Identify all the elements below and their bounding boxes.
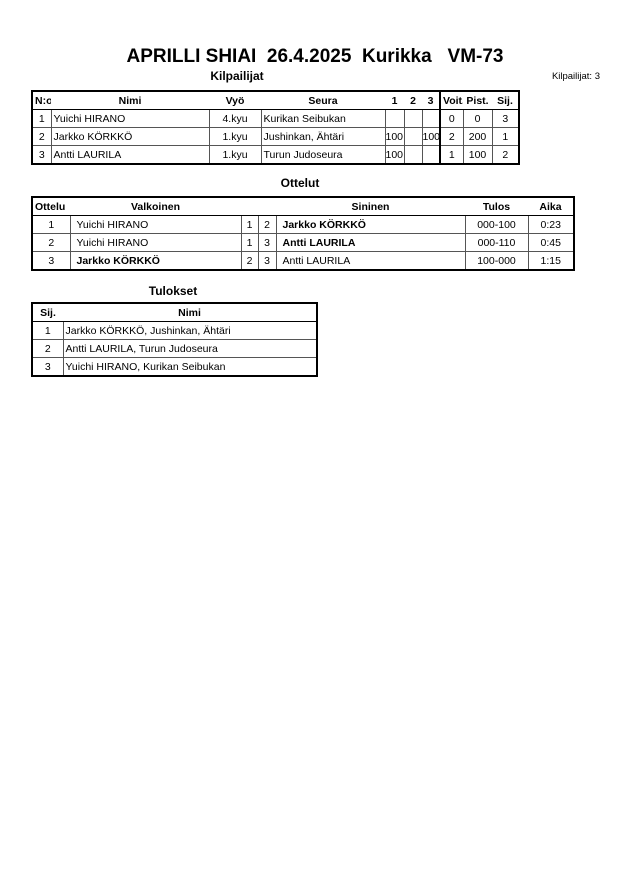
table-cell (384, 109, 405, 128)
match-result: 100-000 (464, 251, 529, 271)
table-cell: Antti LAURILA, Turun Judoseura (62, 339, 318, 358)
match-time: 1:15 (527, 251, 575, 271)
table-cell: 1.kyu (208, 145, 262, 165)
column-header: Sij. (492, 91, 519, 110)
table-cell: 3 (491, 109, 520, 128)
table-cell (403, 145, 423, 165)
column-header: Nimi (63, 303, 317, 322)
competitor-count: Kilpailijat: 3 (551, 71, 600, 82)
match-white: Yuichi HIRANO (69, 215, 242, 234)
table-cell: 3 (31, 145, 52, 165)
table-cell: 1.kyu (208, 127, 262, 146)
column-header: 3 (422, 91, 440, 110)
match-result: 000-100 (464, 215, 529, 234)
table-cell: 1 (31, 321, 64, 340)
match-no: 2 (31, 233, 71, 252)
table-cell: 100 (421, 127, 441, 146)
table-cell: 100 (462, 145, 493, 165)
table-cell (421, 109, 441, 128)
column-header: Seura (261, 91, 385, 110)
table-cell: 2 (31, 339, 64, 358)
table-cell: 3 (31, 357, 64, 377)
table-row: 2 Jarkko KÖRKKÖ 1.kyu Jushinkan, Ähtäri 100 1… (31, 127, 520, 146)
column-header: Aika (528, 197, 574, 216)
table-row: 2 Yuichi HIRANO 1 3 Antti LAURILA 000-110 0:45 (31, 233, 575, 252)
match-time: 0:45 (527, 233, 575, 252)
table-cell: 2 (491, 145, 520, 165)
results-title: Tulokset (148, 284, 198, 298)
table-cell: 100 (384, 127, 405, 146)
table-cell: 100 (384, 145, 405, 165)
column-header: Tulos (465, 197, 528, 216)
match-white-no: 2 (240, 251, 259, 271)
match-blue: Antti LAURILA (275, 251, 466, 271)
results-table: Sij. Nimi 1 Jarkko KÖRKKÖ, Jushinkan, Ähtär… (31, 302, 318, 377)
table-cell: Jarkko KÖRKKÖ (50, 127, 210, 146)
column-header: Vyö (209, 91, 261, 110)
table-cell: Jarkko KÖRKKÖ, Jushinkan, Ähtäri (62, 321, 318, 340)
table-row: 3 Antti LAURILA 1.kyu Turun Judoseura 100 1 10… (31, 145, 520, 165)
competitors-table: N:o Nimi Vyö Seura 1 2 3 Voit. Pist. Sij. 1 Yuichi … (31, 90, 520, 165)
table-cell: 1 (439, 145, 464, 165)
table-row: 3 Yuichi HIRANO, Kurikan Seibukan (31, 357, 318, 377)
column-header: Ottelu (32, 197, 70, 216)
table-row: 3 Jarkko KÖRKKÖ 2 3 Antti LAURILA 100-000 1:15 (31, 251, 575, 271)
matches-title: Ottelut (280, 176, 320, 190)
match-white: Yuichi HIRANO (69, 233, 242, 252)
table-cell (421, 145, 441, 165)
table-cell: Jushinkan, Ähtäri (260, 127, 386, 146)
match-blue: Jarkko KÖRKKÖ (275, 215, 466, 234)
matches-table: Ottelu Valkoinen Sininen Tulos Aika 1 Yuichi H… (31, 196, 575, 271)
match-white: Jarkko KÖRKKÖ (69, 251, 242, 271)
table-cell: Yuichi HIRANO, Kurikan Seibukan (62, 357, 318, 377)
match-white-no: 1 (240, 215, 259, 234)
match-result: 000-110 (464, 233, 529, 252)
table-cell: 1 (31, 109, 52, 128)
table-cell (403, 109, 423, 128)
table-cell: 0 (439, 109, 464, 128)
match-blue-no: 3 (257, 233, 277, 252)
column-header: Nimi (51, 91, 209, 110)
table-cell: Antti LAURILA (50, 145, 210, 165)
column-header: Sij. (32, 303, 63, 322)
table-cell: 2 (439, 127, 464, 146)
column-header: Pist. (463, 91, 492, 110)
column-header: 1 (385, 91, 404, 110)
competitors-title: Kilpailijat (210, 69, 264, 83)
column-header: 2 (404, 91, 422, 110)
page-title: APRILLI SHIAI 26.4.2025 Kurikka VM-73 (126, 46, 504, 67)
match-white-no: 1 (240, 233, 259, 252)
table-cell: 0 (462, 109, 493, 128)
column-header: Sininen (276, 197, 465, 216)
column-header (241, 197, 258, 216)
match-blue: Antti LAURILA (275, 233, 466, 252)
table-cell: Kurikan Seibukan (260, 109, 386, 128)
match-time: 0:23 (527, 215, 575, 234)
match-blue-no: 3 (257, 251, 277, 271)
table-row: 1 Yuichi HIRANO 4.kyu Kurikan Seibukan 0 0 3 (31, 109, 520, 128)
table-row: 2 Antti LAURILA, Turun Judoseura (31, 339, 318, 358)
column-header: Valkoinen (70, 197, 241, 216)
match-blue-no: 2 (257, 215, 277, 234)
table-cell: 200 (462, 127, 493, 146)
match-no: 3 (31, 251, 71, 271)
table-cell (403, 127, 423, 146)
column-header (258, 197, 276, 216)
table-cell: Turun Judoseura (260, 145, 386, 165)
column-header: Voit. (439, 91, 463, 110)
table-cell: 4.kyu (208, 109, 262, 128)
table-row: 1 Jarkko KÖRKKÖ, Jushinkan, Ähtäri (31, 321, 318, 340)
table-cell: Yuichi HIRANO (50, 109, 210, 128)
table-cell: 1 (491, 127, 520, 146)
column-header: N:o (32, 91, 51, 110)
table-row: 1 Yuichi HIRANO 1 2 Jarkko KÖRKKÖ 000-100 0:23 (31, 215, 575, 234)
match-no: 1 (31, 215, 71, 234)
table-cell: 2 (31, 127, 52, 146)
